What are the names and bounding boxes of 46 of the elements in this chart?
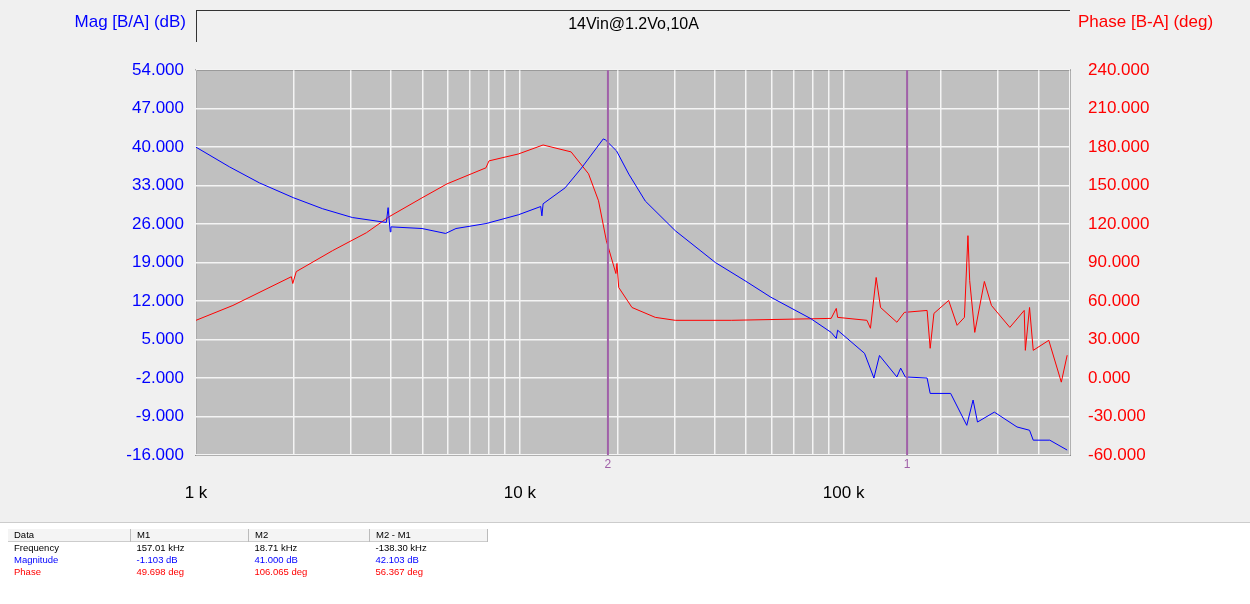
text: Magnitude [13,554,60,566]
text: 1 [903,457,911,472]
y-tick-label: -2.000 [135,367,184,387]
y-tick-label: 40.000 [132,136,184,156]
y2-tick-label: -60.000 [1088,444,1146,464]
text: Data [8,529,131,542]
text: 56.367 deg [374,566,425,578]
text: 157.01 kHz [135,541,186,554]
text: 41.000 dB [253,554,299,566]
y2-tick-label: 120.000 [1088,213,1150,233]
text: M2 [248,529,370,542]
y2-tick-label: 0.000 [1088,367,1131,387]
text: -138.30 kHz [374,541,428,554]
text: Frequency [13,541,60,554]
text: 2 [604,457,612,472]
y-tick-label: 47.000 [132,98,184,118]
y-tick-label: -9.000 [135,406,184,426]
y2-tick-label: 150.000 [1088,175,1150,195]
text: 49.698 deg [135,566,186,578]
text: Phase [13,566,42,578]
text: M2 - M1 [369,529,488,542]
y2-tick-label: 30.000 [1088,329,1140,349]
y-tick-label: 33.000 [132,175,184,195]
y-tick-label: 54.000 [132,59,184,79]
x-tick-label: 100 k [822,482,865,502]
y2-tick-label: -30.000 [1088,406,1146,426]
y-tick-label: 12.000 [132,290,184,310]
text: 18.71 kHz [253,541,299,554]
x-tick-label: 1 k [184,482,208,502]
text: M1 [130,529,249,542]
text: -1.103 dB [135,554,179,566]
x-tick-label: 10 k [503,482,537,502]
y-tick-label: 5.000 [141,329,184,349]
y2-tick-label: 90.000 [1088,252,1140,272]
y-tick-label: 26.000 [132,213,184,233]
text: 106.065 deg [253,566,309,578]
y2-tick-label: 180.000 [1088,136,1150,156]
y2-tick-label: 240.000 [1088,59,1150,79]
y-tick-label: -16.000 [126,444,184,464]
y-axis-title: Mag [B/A] (dB) [73,12,186,32]
text: 42.103 dB [374,554,420,566]
chart-title: 14Vin@1.2Vo,10A [196,10,1070,42]
y2-axis-title: Phase [B-A] (deg) [1078,12,1215,32]
y2-tick-label: 210.000 [1088,98,1150,118]
y-tick-label: 19.000 [132,252,184,272]
y2-tick-label: 60.000 [1088,290,1140,310]
